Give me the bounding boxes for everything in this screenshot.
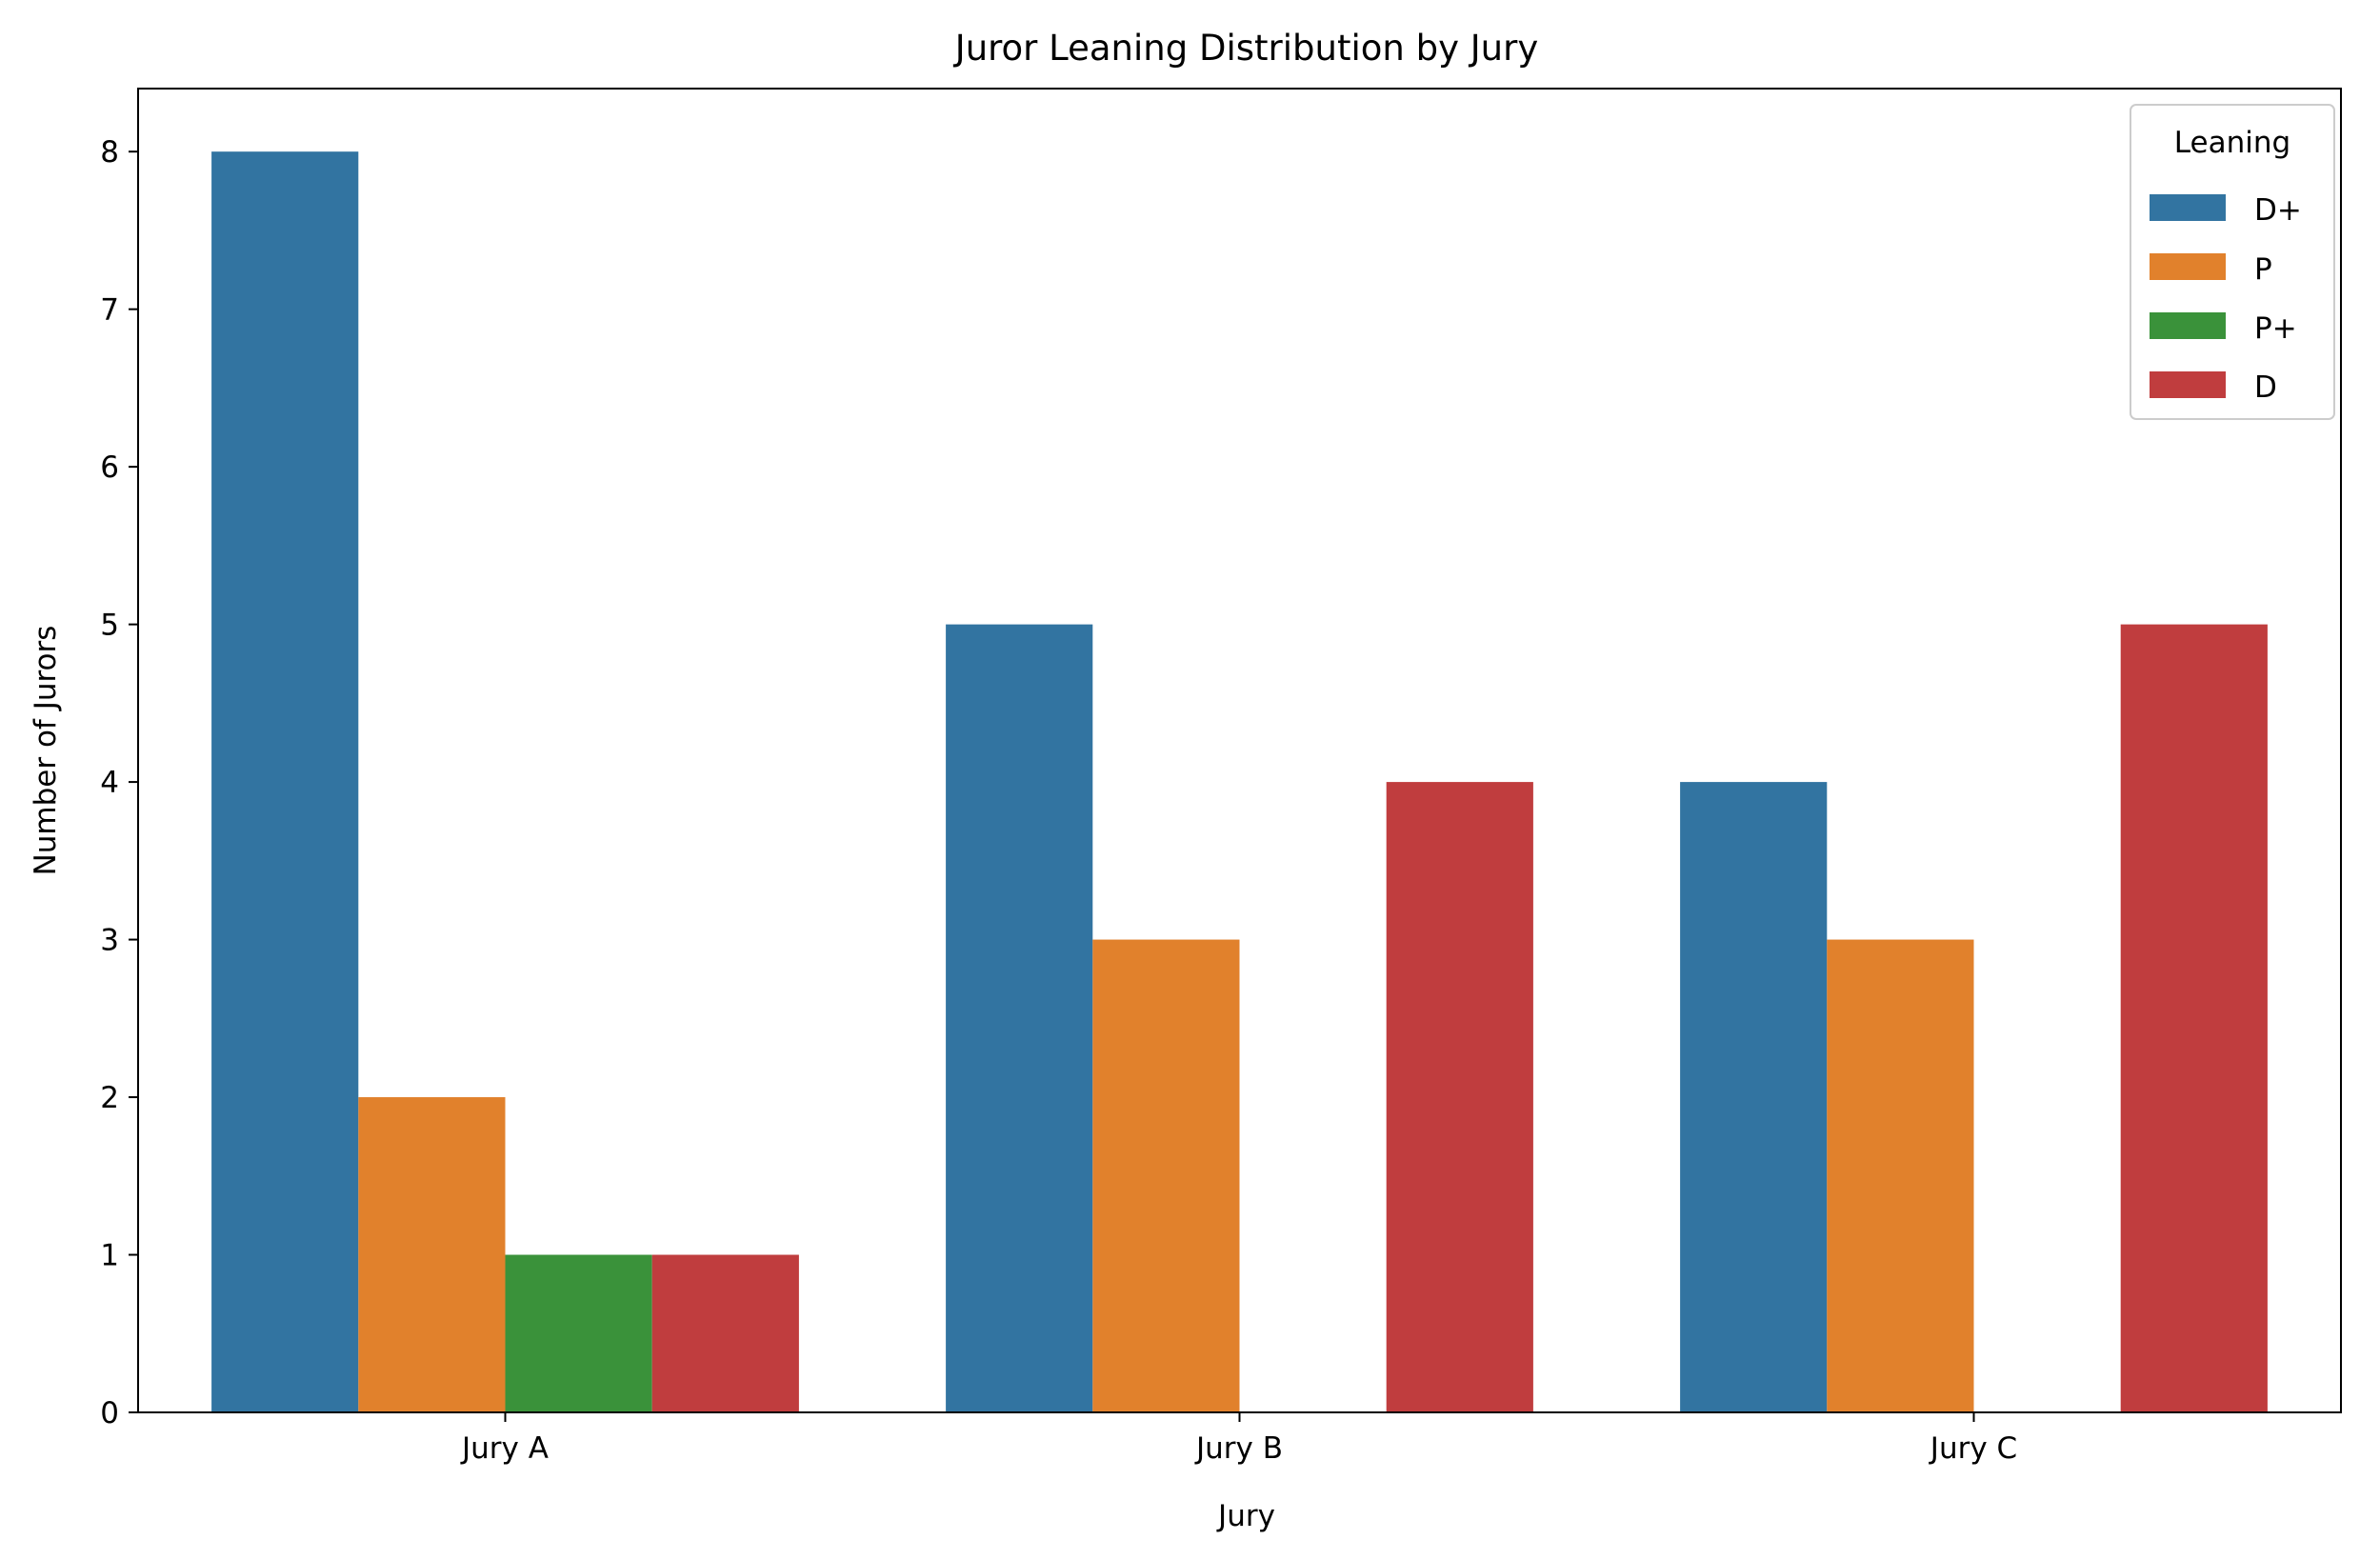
legend-swatch-pplus (2150, 312, 2226, 339)
x-axis-title: Jury (1216, 1499, 1275, 1533)
x-axis: Jury A Jury B Jury C (460, 1412, 2017, 1466)
bar-jury-a-dplus (211, 151, 359, 1413)
y-tick-label: 4 (100, 766, 119, 800)
legend-label: P (2254, 252, 2272, 287)
bar-jury-a-pplus (505, 1254, 652, 1412)
y-tick-label: 3 (100, 924, 119, 958)
bar-jury-c-d (2120, 624, 2268, 1412)
x-tick-label: Jury C (1929, 1431, 2017, 1466)
y-axis: 0 1 2 3 4 5 6 7 8 (100, 135, 138, 1430)
legend-swatch-d (2150, 371, 2226, 398)
plot-frame (137, 88, 2342, 1413)
chart-title: Juror Leaning Distribution by Jury (953, 28, 1538, 69)
x-tick-label: Jury A (460, 1431, 549, 1466)
legend-frame (2130, 104, 2335, 420)
bar-jury-a-d (651, 1254, 799, 1412)
bar-jury-c-p (1827, 939, 1974, 1412)
bars-group (211, 151, 2268, 1413)
bar-jury-b-d (1386, 782, 1533, 1412)
bar-jury-b-dplus (946, 624, 1093, 1412)
legend-label: D+ (2254, 193, 2302, 228)
legend-swatch-p (2150, 253, 2226, 280)
bar-jury-b-p (1092, 939, 1240, 1412)
y-tick-label: 6 (100, 450, 119, 485)
y-tick-label: 0 (100, 1396, 119, 1430)
bar-jury-c-dplus (1680, 782, 1828, 1412)
x-tick-label: Jury B (1194, 1431, 1283, 1466)
y-tick-label: 5 (100, 609, 119, 643)
y-axis-title: Number of Jurors (29, 626, 63, 876)
legend-swatch-dplus (2150, 194, 2226, 221)
y-tick-label: 7 (100, 293, 119, 328)
bar-jury-a-p (358, 1097, 506, 1412)
y-tick-label: 1 (100, 1239, 119, 1273)
legend-label: P+ (2254, 311, 2297, 346)
legend-label: D (2254, 370, 2277, 405)
y-tick-label: 8 (100, 135, 119, 170)
legend-title: Leaning (2174, 126, 2290, 160)
y-tick-label: 2 (100, 1081, 119, 1115)
legend: Leaning D+ P P+ D (2130, 104, 2335, 420)
